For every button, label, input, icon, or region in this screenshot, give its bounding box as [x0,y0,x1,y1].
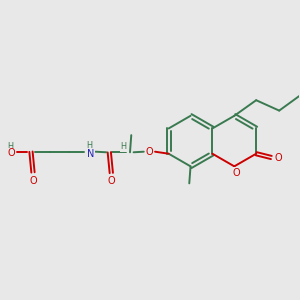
Text: H: H [86,141,93,150]
Text: N: N [87,149,94,159]
Text: O: O [275,152,283,163]
Text: O: O [8,148,15,158]
Text: O: O [233,168,241,178]
Text: O: O [146,147,154,157]
Text: O: O [107,176,115,186]
Text: H: H [120,142,127,152]
Text: H: H [8,142,14,151]
Text: O: O [29,176,37,186]
